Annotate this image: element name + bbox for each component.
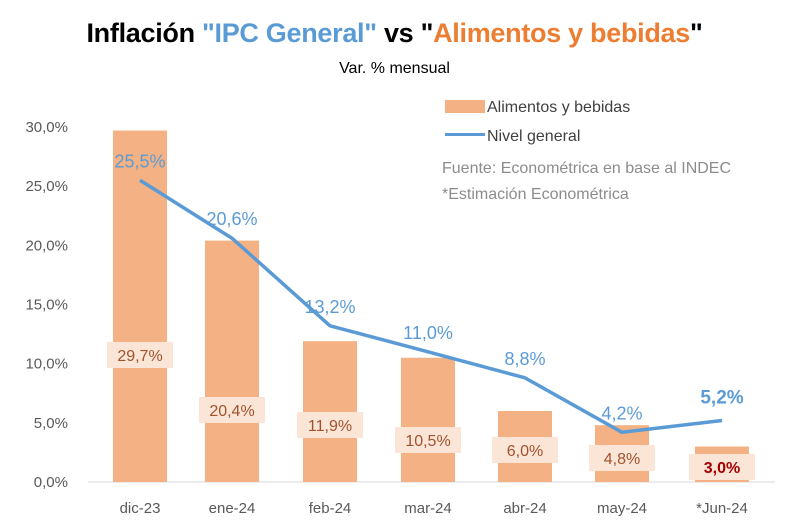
bar-label-box bbox=[107, 342, 173, 368]
legend-swatch-bar bbox=[445, 100, 485, 113]
x-tick-label: mar-24 bbox=[404, 500, 452, 517]
line-data-label: 25,5% bbox=[114, 151, 165, 171]
y-tick-label: 0,0% bbox=[34, 474, 68, 491]
y-tick-label: 15,0% bbox=[25, 297, 68, 314]
title-food: Alimentos y bebidas bbox=[433, 18, 690, 48]
x-tick-label: abr-24 bbox=[503, 500, 546, 517]
title-part: " bbox=[689, 18, 703, 48]
y-tick-label: 10,0% bbox=[25, 356, 68, 373]
chart-subtitle: Var. % mensual bbox=[339, 60, 450, 77]
x-tick-label: ene-24 bbox=[209, 500, 256, 517]
bar-label-box bbox=[492, 437, 558, 463]
legend-item-bars: Alimentos y bebidas bbox=[445, 99, 630, 117]
line-data-label: 13,2% bbox=[304, 297, 355, 317]
line-data-label: 20,6% bbox=[206, 209, 257, 229]
bar-data-label: 10,5% bbox=[405, 433, 450, 450]
bar-data-label: 29,7% bbox=[117, 348, 162, 365]
title-ipc: "IPC General" bbox=[202, 18, 377, 48]
bar-label-box bbox=[297, 412, 363, 438]
bar-data-label: 20,4% bbox=[209, 403, 254, 420]
line-data-label: 5,2% bbox=[700, 387, 743, 408]
x-tick-label: feb-24 bbox=[309, 500, 352, 517]
line-data-label: 4,2% bbox=[601, 403, 642, 423]
bar bbox=[113, 130, 167, 483]
title-part: Inflación bbox=[86, 18, 202, 48]
bar-data-label: 6,0% bbox=[507, 443, 543, 460]
x-tick-label: may-24 bbox=[597, 500, 647, 517]
bar-label-box bbox=[689, 454, 755, 480]
source-note: Fuente: Econométrica en base al INDEC bbox=[442, 160, 732, 177]
estimate-note: *Estimación Econométrica bbox=[442, 186, 629, 203]
bar-label-box bbox=[199, 397, 265, 423]
y-tick-label: 30,0% bbox=[25, 119, 68, 136]
bar-label-box bbox=[589, 445, 655, 471]
bar-data-label: 3,0% bbox=[704, 460, 740, 477]
x-tick-label: *Jun-24 bbox=[696, 500, 748, 517]
x-tick-label: dic-23 bbox=[120, 500, 161, 517]
bar bbox=[303, 341, 357, 482]
legend-item-line: Nivel general bbox=[445, 128, 580, 146]
line-data-label: 8,8% bbox=[504, 349, 545, 369]
legend-label: Nivel general bbox=[487, 128, 581, 145]
line-data-label: 11,0% bbox=[403, 323, 453, 343]
y-tick-label: 5,0% bbox=[34, 415, 68, 432]
legend-swatch-line bbox=[445, 133, 485, 136]
bar-label-box bbox=[395, 427, 461, 453]
title-part: vs " bbox=[376, 18, 434, 48]
y-tick-label: 25,0% bbox=[25, 178, 68, 195]
bar bbox=[205, 240, 259, 482]
chart-title: Inflación "IPC General" vs "Alimentos y … bbox=[0, 18, 789, 49]
legend-label: Alimentos y bebidas bbox=[487, 99, 631, 116]
bar-data-label: 11,9% bbox=[308, 418, 352, 435]
line-series bbox=[139, 178, 723, 435]
bar-data-label: 4,8% bbox=[604, 451, 640, 468]
bar bbox=[401, 357, 455, 482]
y-tick-label: 20,0% bbox=[25, 237, 68, 254]
